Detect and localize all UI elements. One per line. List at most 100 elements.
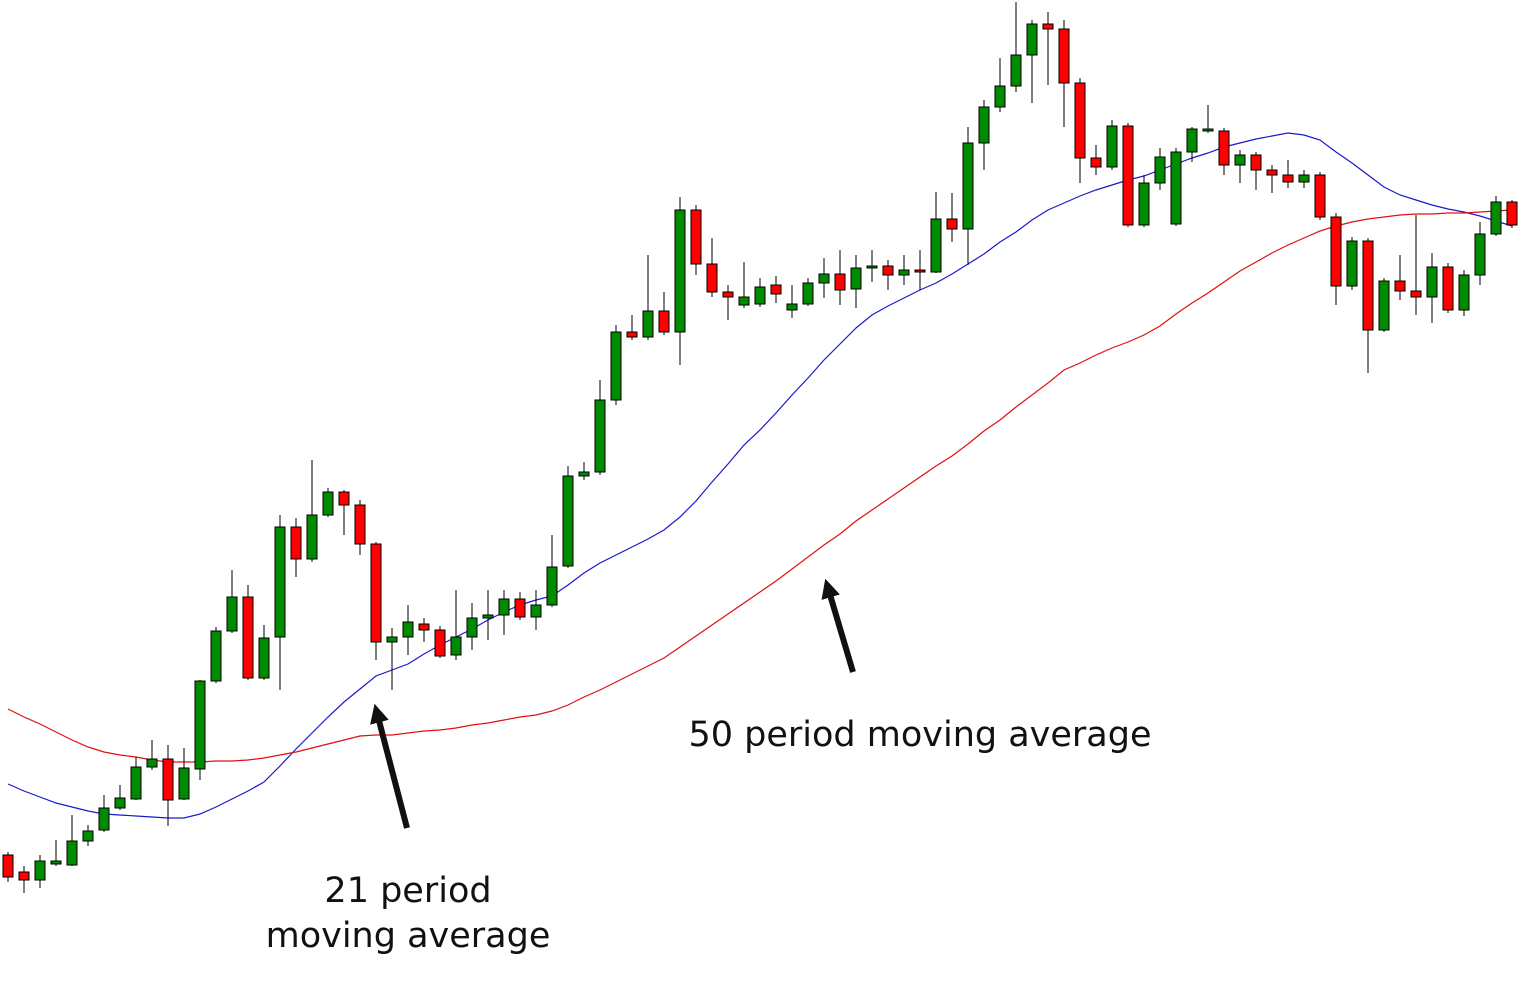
candle-body [402,621,414,638]
candle-body [770,284,782,295]
annotation: 50 period moving average [688,715,1151,755]
candle-body [1378,280,1390,331]
candle-body [962,142,974,230]
plot [2,2,1518,893]
candle-body [50,860,62,865]
candle-body [642,310,654,338]
candle-body [1266,169,1278,176]
candle-body [1186,128,1198,153]
moving-average-line [7,209,1513,763]
candle-body [1138,182,1150,226]
candle-body [562,475,574,567]
candle-body [66,840,78,866]
candle-body [514,598,526,618]
candle-body [290,526,302,560]
annotation: 21 period [324,871,491,911]
candle-body [482,614,494,619]
candle-body [1058,28,1070,84]
candle-body [722,291,734,298]
candle-body [738,296,750,306]
candle-body [866,265,878,269]
candle-body [114,797,126,809]
candle-body [1458,274,1470,311]
candle-body [578,471,590,477]
candle-body [466,617,478,638]
candle-body [626,331,638,338]
candle-body [194,680,206,770]
candle-body [98,807,110,831]
candle-body [146,758,158,768]
candle-body [386,636,398,643]
candle-body [1474,233,1486,276]
arrow [821,578,856,673]
candle-body [930,218,942,273]
candle-body [274,526,286,638]
candle-body [338,491,350,506]
candle-body [1330,216,1342,287]
candle-body [946,218,958,230]
candle-body [802,282,814,305]
candle-body [242,596,254,679]
candle-body [2,854,14,878]
candle-body [1026,23,1038,56]
arrow [370,703,410,829]
candle-body [354,504,366,545]
candle-body [546,566,558,606]
candle-body [18,871,30,881]
candle-body [434,629,446,657]
candle-body [258,637,270,679]
candle-body [1442,266,1454,311]
candle-body [1122,125,1134,226]
candle-body [1394,280,1406,292]
candle-body [130,766,142,800]
candle-body [978,106,990,144]
candle-body [994,85,1006,108]
candle-body [1234,154,1246,166]
candle-body [1074,82,1086,159]
candle-body [1170,151,1182,225]
candle-body [1346,240,1358,287]
candle-body [418,623,430,631]
candle-body [1298,174,1310,183]
candle-body [530,604,542,618]
candle-body [178,767,190,800]
candle-body [1282,174,1294,183]
candle-body [594,399,606,473]
candle-body [1410,290,1422,298]
candle-body [834,273,846,291]
candle-body [1490,201,1502,235]
candle-body [706,263,718,293]
candle-body [690,209,702,265]
candle-body [370,543,382,643]
candle-body [818,273,830,284]
candle-body [210,630,222,682]
candle-body [898,269,910,276]
candle-body [1314,174,1326,218]
candle-body [882,265,894,276]
candle-body [1426,266,1438,298]
candle-body [754,286,766,305]
candle-body [82,830,94,842]
candle-body [674,209,686,333]
candle-body [1042,23,1054,30]
candle-body [162,758,174,801]
candle-body [34,860,46,881]
candle-body [1506,201,1518,226]
candle-body [1250,154,1262,171]
candle-body [1090,157,1102,168]
candle-body [658,310,670,333]
candle-body [914,269,926,273]
candle-body [1010,54,1022,87]
moving-average-line [7,132,1513,819]
candle-body [226,596,238,632]
candle-body [306,514,318,560]
candle-body [498,598,510,616]
candle-body [1202,128,1214,132]
candle-body [850,267,862,290]
candle-body [786,303,798,311]
annotation: moving average [266,916,551,956]
candle-body [450,636,462,656]
candle-body [1362,240,1374,331]
